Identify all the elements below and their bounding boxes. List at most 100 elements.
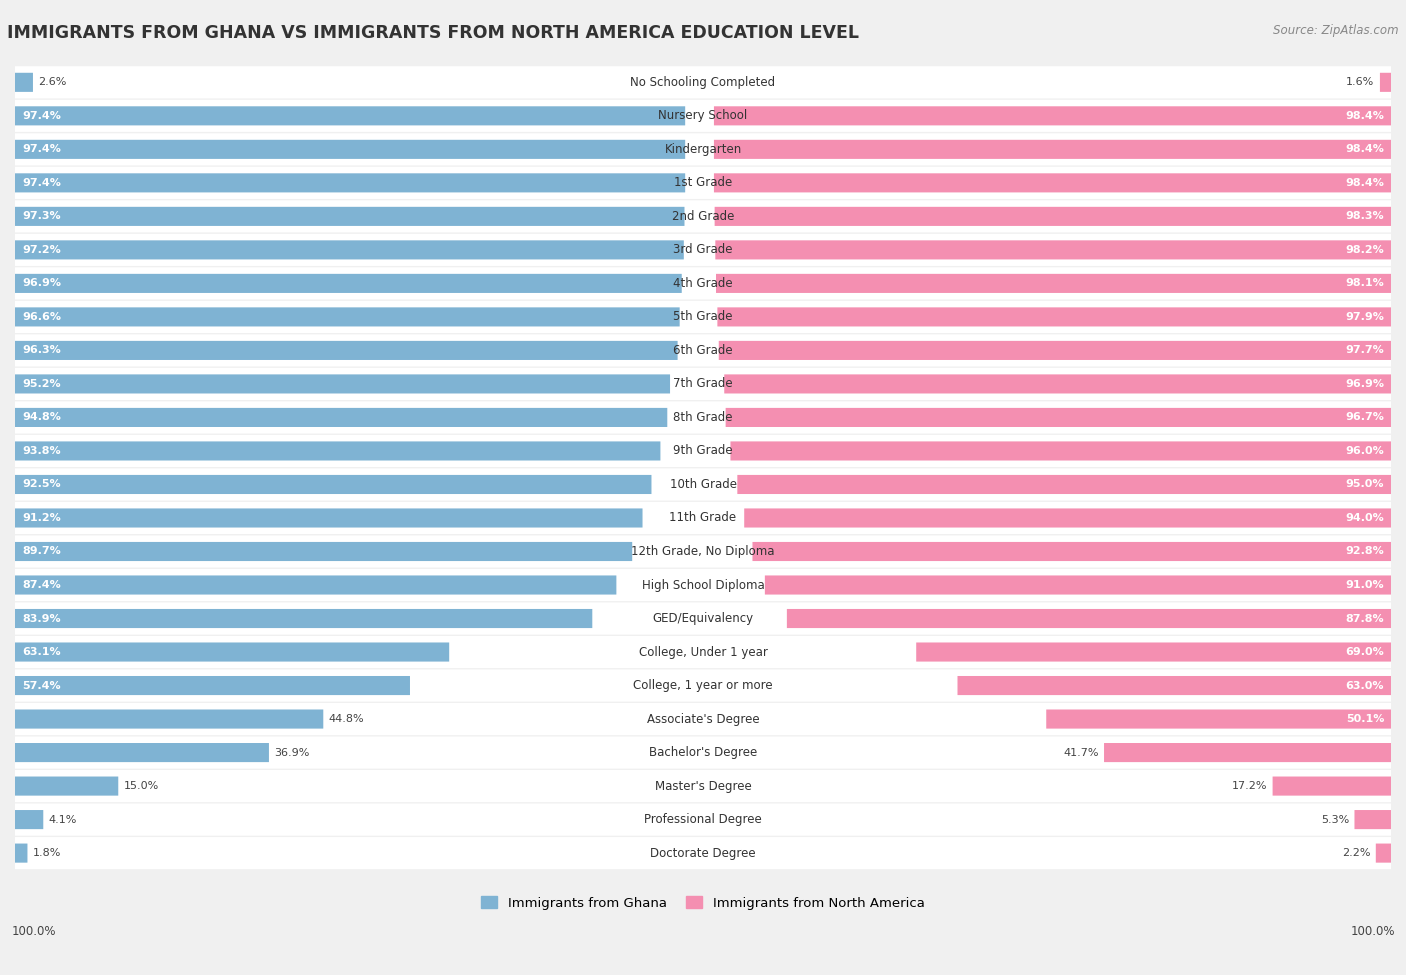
Text: 57.4%: 57.4% [22, 681, 60, 690]
Text: 100.0%: 100.0% [11, 925, 56, 938]
FancyBboxPatch shape [15, 643, 449, 662]
Text: 15.0%: 15.0% [124, 781, 159, 791]
FancyBboxPatch shape [15, 167, 1391, 199]
Text: Source: ZipAtlas.com: Source: ZipAtlas.com [1274, 24, 1399, 37]
Text: 98.4%: 98.4% [1346, 177, 1384, 188]
Text: 91.0%: 91.0% [1346, 580, 1384, 590]
Text: 92.8%: 92.8% [1346, 547, 1384, 557]
Text: 96.9%: 96.9% [22, 279, 60, 289]
Text: Master's Degree: Master's Degree [655, 780, 751, 793]
FancyBboxPatch shape [15, 106, 685, 126]
Text: 4th Grade: 4th Grade [673, 277, 733, 290]
Text: 87.4%: 87.4% [22, 580, 60, 590]
FancyBboxPatch shape [15, 676, 411, 695]
Text: 83.9%: 83.9% [22, 613, 60, 624]
Text: 92.5%: 92.5% [22, 480, 60, 489]
FancyBboxPatch shape [15, 368, 1391, 400]
Text: 36.9%: 36.9% [274, 748, 309, 758]
Text: 5th Grade: 5th Grade [673, 310, 733, 324]
Text: GED/Equivalency: GED/Equivalency [652, 612, 754, 625]
FancyBboxPatch shape [787, 609, 1391, 628]
Text: Kindergarten: Kindergarten [665, 143, 741, 156]
Text: 96.9%: 96.9% [1346, 379, 1384, 389]
FancyBboxPatch shape [15, 502, 1391, 534]
FancyBboxPatch shape [15, 603, 1391, 635]
FancyBboxPatch shape [15, 200, 1391, 232]
Text: 97.2%: 97.2% [22, 245, 60, 254]
Text: 2nd Grade: 2nd Grade [672, 210, 734, 223]
Text: 63.0%: 63.0% [1346, 681, 1384, 690]
FancyBboxPatch shape [15, 743, 269, 762]
FancyBboxPatch shape [752, 542, 1391, 561]
FancyBboxPatch shape [714, 207, 1391, 226]
Text: 2.6%: 2.6% [38, 77, 66, 88]
Text: 96.0%: 96.0% [1346, 446, 1384, 456]
Text: High School Diploma: High School Diploma [641, 578, 765, 592]
FancyBboxPatch shape [15, 535, 1391, 567]
FancyBboxPatch shape [15, 508, 643, 527]
Text: 8th Grade: 8th Grade [673, 410, 733, 424]
FancyBboxPatch shape [15, 810, 44, 829]
FancyBboxPatch shape [15, 334, 1391, 367]
Text: 97.7%: 97.7% [1346, 345, 1384, 356]
Text: Associate's Degree: Associate's Degree [647, 713, 759, 725]
Text: 94.8%: 94.8% [22, 412, 60, 422]
FancyBboxPatch shape [15, 475, 651, 494]
Text: 98.3%: 98.3% [1346, 212, 1384, 221]
Text: 6th Grade: 6th Grade [673, 344, 733, 357]
FancyBboxPatch shape [1272, 776, 1391, 796]
FancyBboxPatch shape [15, 710, 323, 728]
FancyBboxPatch shape [714, 106, 1391, 126]
FancyBboxPatch shape [15, 703, 1391, 735]
Text: 69.0%: 69.0% [1346, 647, 1384, 657]
Text: 1.6%: 1.6% [1346, 77, 1375, 88]
Text: 5.3%: 5.3% [1320, 814, 1348, 825]
FancyBboxPatch shape [15, 803, 1391, 836]
FancyBboxPatch shape [917, 643, 1391, 662]
Text: Doctorate Degree: Doctorate Degree [650, 846, 756, 860]
FancyBboxPatch shape [718, 341, 1391, 360]
FancyBboxPatch shape [15, 670, 1391, 702]
Text: 41.7%: 41.7% [1063, 748, 1098, 758]
FancyBboxPatch shape [15, 139, 685, 159]
FancyBboxPatch shape [15, 542, 633, 561]
FancyBboxPatch shape [15, 99, 1391, 132]
Text: 93.8%: 93.8% [22, 446, 60, 456]
FancyBboxPatch shape [15, 837, 1391, 869]
FancyBboxPatch shape [15, 569, 1391, 602]
FancyBboxPatch shape [714, 174, 1391, 192]
FancyBboxPatch shape [717, 307, 1391, 327]
FancyBboxPatch shape [15, 609, 592, 628]
FancyBboxPatch shape [15, 274, 682, 292]
FancyBboxPatch shape [15, 776, 118, 796]
Text: 98.4%: 98.4% [1346, 144, 1384, 154]
FancyBboxPatch shape [15, 636, 1391, 668]
Text: 44.8%: 44.8% [329, 714, 364, 724]
Legend: Immigrants from Ghana, Immigrants from North America: Immigrants from Ghana, Immigrants from N… [477, 891, 929, 915]
Text: 87.8%: 87.8% [1346, 613, 1384, 624]
Text: 91.2%: 91.2% [22, 513, 60, 523]
FancyBboxPatch shape [15, 770, 1391, 802]
Text: 9th Grade: 9th Grade [673, 445, 733, 457]
FancyBboxPatch shape [716, 241, 1391, 259]
FancyBboxPatch shape [15, 442, 661, 460]
Text: 89.7%: 89.7% [22, 547, 60, 557]
Text: Professional Degree: Professional Degree [644, 813, 762, 826]
Text: 95.2%: 95.2% [22, 379, 60, 389]
FancyBboxPatch shape [15, 435, 1391, 467]
FancyBboxPatch shape [15, 575, 616, 595]
Text: 50.1%: 50.1% [1346, 714, 1384, 724]
FancyBboxPatch shape [15, 843, 28, 863]
Text: 7th Grade: 7th Grade [673, 377, 733, 390]
FancyBboxPatch shape [15, 267, 1391, 299]
FancyBboxPatch shape [744, 508, 1391, 527]
Text: 98.2%: 98.2% [1346, 245, 1384, 254]
FancyBboxPatch shape [15, 134, 1391, 166]
FancyBboxPatch shape [737, 475, 1391, 494]
Text: Nursery School: Nursery School [658, 109, 748, 122]
FancyBboxPatch shape [15, 241, 683, 259]
FancyBboxPatch shape [15, 468, 1391, 500]
Text: 97.4%: 97.4% [22, 111, 60, 121]
Text: 97.4%: 97.4% [22, 144, 60, 154]
FancyBboxPatch shape [15, 207, 685, 226]
